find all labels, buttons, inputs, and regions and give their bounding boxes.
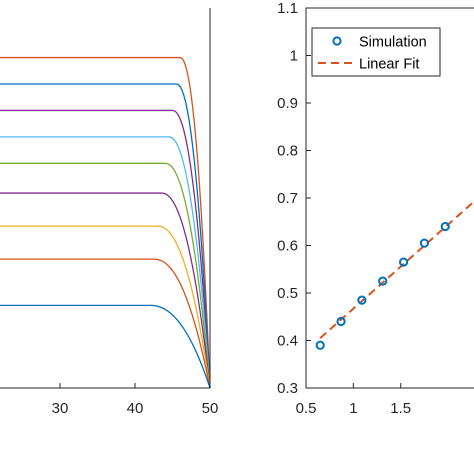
left-chart: 30 40 50 bbox=[0, 8, 218, 417]
right-y-tick-label: 0.7 bbox=[277, 190, 298, 207]
right-x-tick-label: 0.5 bbox=[296, 400, 317, 417]
legend-linear-fit-label: Linear Fit bbox=[359, 57, 419, 73]
simulation-point bbox=[336, 316, 346, 327]
left-series-line-4 bbox=[0, 136, 211, 389]
right-y-tick-label: 1 bbox=[290, 48, 298, 65]
simulation-point bbox=[398, 257, 409, 267]
left-series-line-6 bbox=[0, 192, 211, 389]
right-y-tick-label: 0.9 bbox=[277, 95, 298, 112]
right-y-tick-label: 0.5 bbox=[277, 285, 298, 302]
left-x-tick-label: 40 bbox=[127, 400, 144, 417]
simulation-point bbox=[378, 276, 388, 286]
right-x-tick-label: 1 bbox=[349, 400, 357, 417]
right-y-ticks: 0.3 0.4 0.5 0.6 0.7 0.8 0.9 1 1.1 bbox=[277, 0, 311, 397]
right-y-tick-label: 0.4 bbox=[277, 333, 298, 350]
right-x-ticks: 0.5 1 1.5 bbox=[296, 383, 411, 417]
legend: Simulation Linear Fit bbox=[311, 27, 441, 77]
left-series-line-8 bbox=[0, 258, 211, 389]
right-y-tick-label: 1.1 bbox=[277, 0, 298, 17]
left-series-line-2 bbox=[0, 83, 211, 389]
simulation-point bbox=[357, 295, 367, 305]
legend-box bbox=[311, 27, 441, 77]
simulation-point bbox=[419, 238, 430, 248]
legend-simulation-label: Simulation bbox=[359, 35, 427, 51]
right-y-tick-label: 0.3 bbox=[277, 380, 298, 397]
right-y-tick-label: 0.8 bbox=[277, 143, 298, 160]
right-plot bbox=[315, 200, 474, 350]
legend-simulation-marker bbox=[332, 36, 342, 46]
left-x-ticks: 30 40 50 bbox=[52, 383, 219, 417]
left-x-tick-label: 30 bbox=[52, 400, 69, 417]
right-y-tick-label: 0.6 bbox=[277, 238, 298, 255]
left-plot-lines bbox=[0, 56, 211, 389]
left-series-line-5 bbox=[0, 162, 211, 389]
simulation-point bbox=[440, 221, 450, 232]
left-x-tick-label: 50 bbox=[202, 400, 219, 417]
simulation-point bbox=[315, 340, 325, 350]
linear-fit-line bbox=[319, 200, 474, 339]
left-series-line-3 bbox=[0, 109, 211, 389]
right-x-tick-label: 1.5 bbox=[390, 400, 411, 417]
left-series-line-9 bbox=[0, 304, 211, 389]
right-chart: 0.5 1 1.5 0.3 0.4 0.5 0.6 0.7 0.8 0.9 1 1.1 Simula… bbox=[277, 0, 474, 417]
left-series-line-7 bbox=[0, 225, 211, 389]
left-series-line-1 bbox=[0, 56, 211, 389]
